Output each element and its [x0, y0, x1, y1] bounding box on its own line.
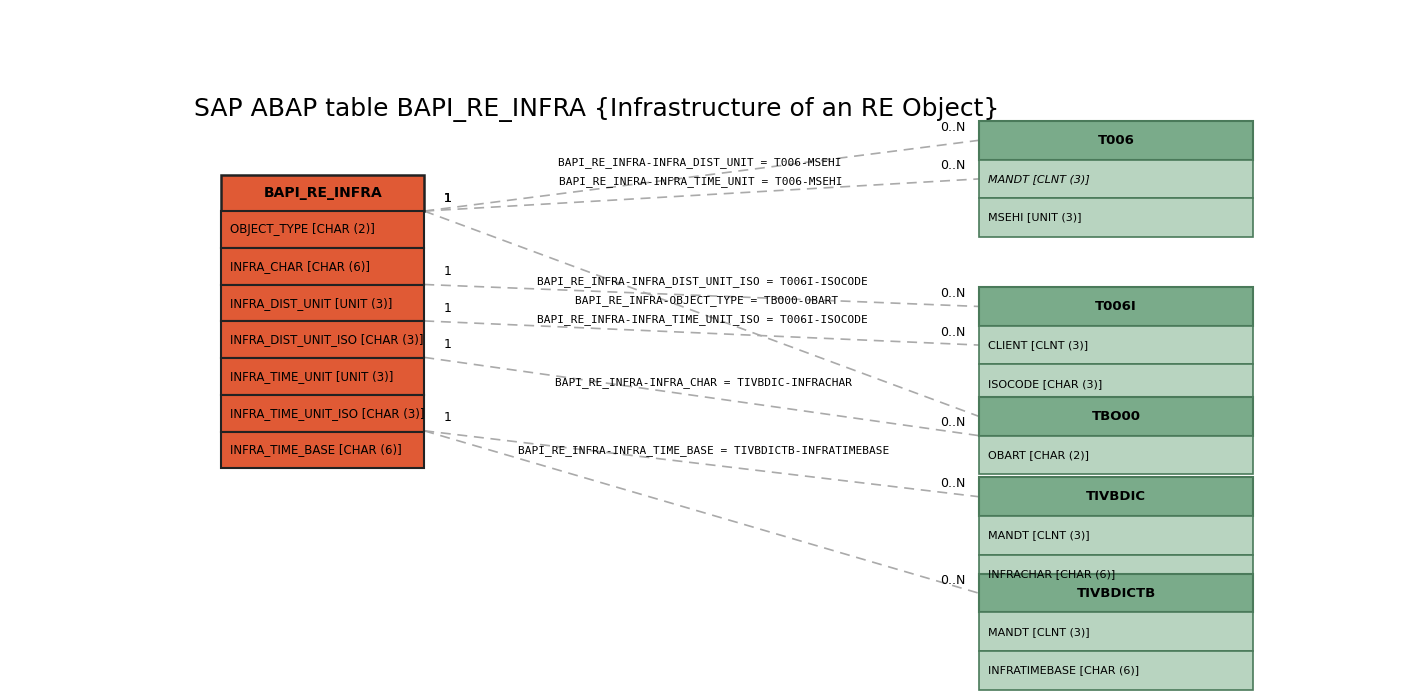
- FancyBboxPatch shape: [221, 395, 424, 432]
- Text: INFRA_TIME_UNIT_ISO [CHAR (3)]: INFRA_TIME_UNIT_ISO [CHAR (3)]: [230, 406, 424, 420]
- FancyBboxPatch shape: [221, 432, 424, 468]
- Text: BAPI_RE_INFRA-OBJECT_TYPE = TBO00-OBART: BAPI_RE_INFRA-OBJECT_TYPE = TBO00-OBART: [575, 295, 837, 306]
- Text: INFRA_DIST_UNIT_ISO [CHAR (3)]: INFRA_DIST_UNIT_ISO [CHAR (3)]: [230, 333, 424, 347]
- FancyBboxPatch shape: [221, 175, 424, 212]
- FancyBboxPatch shape: [221, 212, 424, 248]
- Text: 0..N: 0..N: [941, 121, 965, 134]
- Text: 1: 1: [444, 191, 452, 205]
- FancyBboxPatch shape: [979, 477, 1253, 516]
- FancyBboxPatch shape: [221, 358, 424, 395]
- FancyBboxPatch shape: [979, 436, 1253, 474]
- Text: 1: 1: [444, 191, 452, 205]
- Text: MSEHI [UNIT (3)]: MSEHI [UNIT (3)]: [988, 212, 1081, 223]
- FancyBboxPatch shape: [221, 285, 424, 322]
- FancyBboxPatch shape: [979, 326, 1253, 364]
- Text: OBART [CHAR (2)]: OBART [CHAR (2)]: [988, 450, 1088, 460]
- FancyBboxPatch shape: [979, 651, 1253, 690]
- Text: INFRATIMEBASE [CHAR (6)]: INFRATIMEBASE [CHAR (6)]: [988, 665, 1139, 675]
- Text: INFRA_TIME_UNIT [UNIT (3)]: INFRA_TIME_UNIT [UNIT (3)]: [230, 370, 393, 383]
- Text: MANDT [CLNT (3)]: MANDT [CLNT (3)]: [988, 627, 1090, 637]
- Text: SAP ABAP table BAPI_RE_INFRA {Infrastructure of an RE Object}: SAP ABAP table BAPI_RE_INFRA {Infrastruc…: [194, 97, 999, 122]
- Text: 1: 1: [444, 411, 452, 425]
- Text: 1: 1: [444, 301, 452, 315]
- Text: 1: 1: [444, 265, 452, 278]
- FancyBboxPatch shape: [979, 612, 1253, 651]
- FancyBboxPatch shape: [979, 364, 1253, 403]
- FancyBboxPatch shape: [979, 159, 1253, 198]
- Text: INFRA_TIME_BASE [CHAR (6)]: INFRA_TIME_BASE [CHAR (6)]: [230, 443, 401, 457]
- Text: 0..N: 0..N: [941, 477, 965, 490]
- Text: MANDT [CLNT (3)]: MANDT [CLNT (3)]: [988, 174, 1090, 184]
- Text: INFRACHAR [CHAR (6)]: INFRACHAR [CHAR (6)]: [988, 569, 1115, 579]
- FancyBboxPatch shape: [979, 287, 1253, 326]
- FancyBboxPatch shape: [979, 121, 1253, 159]
- Text: 1: 1: [444, 338, 452, 351]
- Text: BAPI_RE_INFRA-INFRA_TIME_UNIT_ISO = T006I-ISOCODE: BAPI_RE_INFRA-INFRA_TIME_UNIT_ISO = T006…: [537, 314, 867, 325]
- Text: BAPI_RE_INFRA-INFRA_CHAR = TIVBDIC-INFRACHAR: BAPI_RE_INFRA-INFRA_CHAR = TIVBDIC-INFRA…: [555, 377, 852, 388]
- Text: 0..N: 0..N: [941, 416, 965, 429]
- FancyBboxPatch shape: [979, 198, 1253, 237]
- Text: MANDT [CLNT (3)]: MANDT [CLNT (3)]: [988, 530, 1090, 540]
- FancyBboxPatch shape: [979, 555, 1253, 593]
- Text: TIVBDICTB: TIVBDICTB: [1077, 587, 1156, 600]
- Text: BAPI_RE_INFRA-INFRA_DIST_UNIT = T006-MSEHI: BAPI_RE_INFRA-INFRA_DIST_UNIT = T006-MSE…: [558, 157, 842, 168]
- Text: 0..N: 0..N: [941, 159, 965, 173]
- Text: INFRA_CHAR [CHAR (6)]: INFRA_CHAR [CHAR (6)]: [230, 260, 370, 273]
- Text: CLIENT [CLNT (3)]: CLIENT [CLNT (3)]: [988, 340, 1088, 350]
- Text: BAPI_RE_INFRA-INFRA_TIME_UNIT = T006-MSEHI: BAPI_RE_INFRA-INFRA_TIME_UNIT = T006-MSE…: [558, 176, 842, 187]
- FancyBboxPatch shape: [979, 516, 1253, 555]
- Text: BAPI_RE_INFRA-INFRA_TIME_BASE = TIVBDICTB-INFRATIMEBASE: BAPI_RE_INFRA-INFRA_TIME_BASE = TIVBDICT…: [517, 445, 888, 456]
- Text: BAPI_RE_INFRA-INFRA_DIST_UNIT_ISO = T006I-ISOCODE: BAPI_RE_INFRA-INFRA_DIST_UNIT_ISO = T006…: [537, 276, 867, 287]
- FancyBboxPatch shape: [221, 248, 424, 285]
- Text: T006: T006: [1098, 134, 1135, 147]
- Text: BAPI_RE_INFRA: BAPI_RE_INFRA: [264, 186, 383, 200]
- Text: INFRA_DIST_UNIT [UNIT (3)]: INFRA_DIST_UNIT [UNIT (3)]: [230, 296, 393, 310]
- Text: 0..N: 0..N: [941, 326, 965, 339]
- Text: 1: 1: [444, 191, 452, 205]
- Text: 0..N: 0..N: [941, 574, 965, 587]
- Text: OBJECT_TYPE [CHAR (2)]: OBJECT_TYPE [CHAR (2)]: [230, 223, 374, 236]
- Text: TBO00: TBO00: [1091, 410, 1141, 423]
- Text: TIVBDIC: TIVBDIC: [1085, 490, 1146, 503]
- Text: T006I: T006I: [1095, 300, 1136, 313]
- Text: ISOCODE [CHAR (3)]: ISOCODE [CHAR (3)]: [988, 379, 1102, 388]
- FancyBboxPatch shape: [979, 397, 1253, 436]
- Text: 0..N: 0..N: [941, 287, 965, 300]
- FancyBboxPatch shape: [221, 322, 424, 358]
- FancyBboxPatch shape: [979, 574, 1253, 612]
